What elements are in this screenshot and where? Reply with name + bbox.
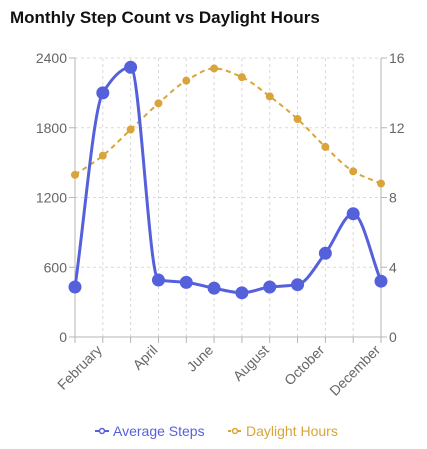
data-point-average-steps[interactable]: [346, 207, 360, 221]
chart-title: Monthly Step Count vs Daylight Hours: [10, 8, 320, 27]
legend[interactable]: Average Steps Daylight Hours: [95, 423, 338, 439]
x-axis-tick-label: August: [230, 342, 272, 384]
data-point-daylight-hours[interactable]: [237, 73, 246, 82]
x-axis-tick-label: April: [129, 342, 160, 373]
data-point-daylight-hours[interactable]: [377, 179, 385, 188]
data-point-daylight-hours[interactable]: [98, 151, 107, 160]
axes: [69, 57, 387, 343]
data-point-average-steps[interactable]: [124, 60, 138, 74]
data-point-average-steps[interactable]: [96, 86, 110, 100]
x-axis-tick-label: February: [54, 342, 105, 393]
right-axis-tick-label: 16: [389, 50, 405, 66]
data-point-daylight-hours[interactable]: [71, 170, 79, 179]
x-axis-tick-label: December: [326, 342, 383, 399]
x-axis-tick-label: June: [183, 342, 216, 375]
left-axis-tick-label: 2400: [36, 50, 67, 66]
data-point-daylight-hours[interactable]: [293, 115, 302, 124]
data-point-average-steps[interactable]: [374, 274, 388, 288]
legend-item-daylight-hours[interactable]: Daylight Hours: [228, 423, 338, 439]
series-daylight-hours: [71, 64, 385, 188]
data-point-average-steps[interactable]: [151, 273, 165, 287]
data-point-average-steps[interactable]: [68, 280, 82, 294]
data-point-daylight-hours[interactable]: [210, 64, 219, 73]
legend-item-average-steps[interactable]: Average Steps: [95, 423, 205, 439]
left-axis-tick-label: 600: [44, 259, 68, 275]
left-axis-tick-label: 1200: [36, 190, 67, 206]
series-line-average-steps: [73, 65, 383, 295]
right-axis-tick-label: 0: [389, 329, 397, 345]
data-point-daylight-hours[interactable]: [126, 125, 135, 134]
data-point-daylight-hours[interactable]: [349, 167, 358, 176]
right-axis-tick-label: 12: [389, 120, 405, 136]
data-point-daylight-hours[interactable]: [154, 99, 163, 108]
left-axis-tick-label: 0: [59, 329, 67, 345]
right-axis-tick-label: 8: [389, 190, 397, 206]
legend-marker-average-steps: [98, 427, 106, 435]
data-point-average-steps[interactable]: [291, 278, 305, 292]
data-point-average-steps[interactable]: [263, 280, 277, 294]
x-axis-tick-label: October: [281, 342, 328, 389]
left-axis-tick-label: 1800: [36, 120, 67, 136]
data-point-daylight-hours[interactable]: [265, 92, 274, 101]
tick-labels: 0 600 1200 1800 2400 0 4 8 12 16 February April June…: [36, 50, 405, 399]
right-axis-tick-label: 4: [389, 259, 397, 275]
data-point-daylight-hours[interactable]: [321, 142, 330, 151]
data-point-average-steps[interactable]: [318, 246, 332, 260]
data-point-average-steps[interactable]: [179, 275, 193, 289]
legend-label-average-steps: Average Steps: [113, 423, 205, 439]
data-point-average-steps[interactable]: [207, 281, 221, 295]
data-point-average-steps[interactable]: [235, 286, 249, 300]
legend-label-daylight-hours: Daylight Hours: [246, 423, 338, 439]
data-point-daylight-hours[interactable]: [182, 76, 191, 85]
series: [68, 60, 388, 300]
series-average-steps: [68, 60, 388, 300]
legend-marker-daylight-hours: [231, 427, 239, 435]
grid-lines: [74, 57, 382, 337]
series-line-daylight-hours: [74, 67, 382, 185]
